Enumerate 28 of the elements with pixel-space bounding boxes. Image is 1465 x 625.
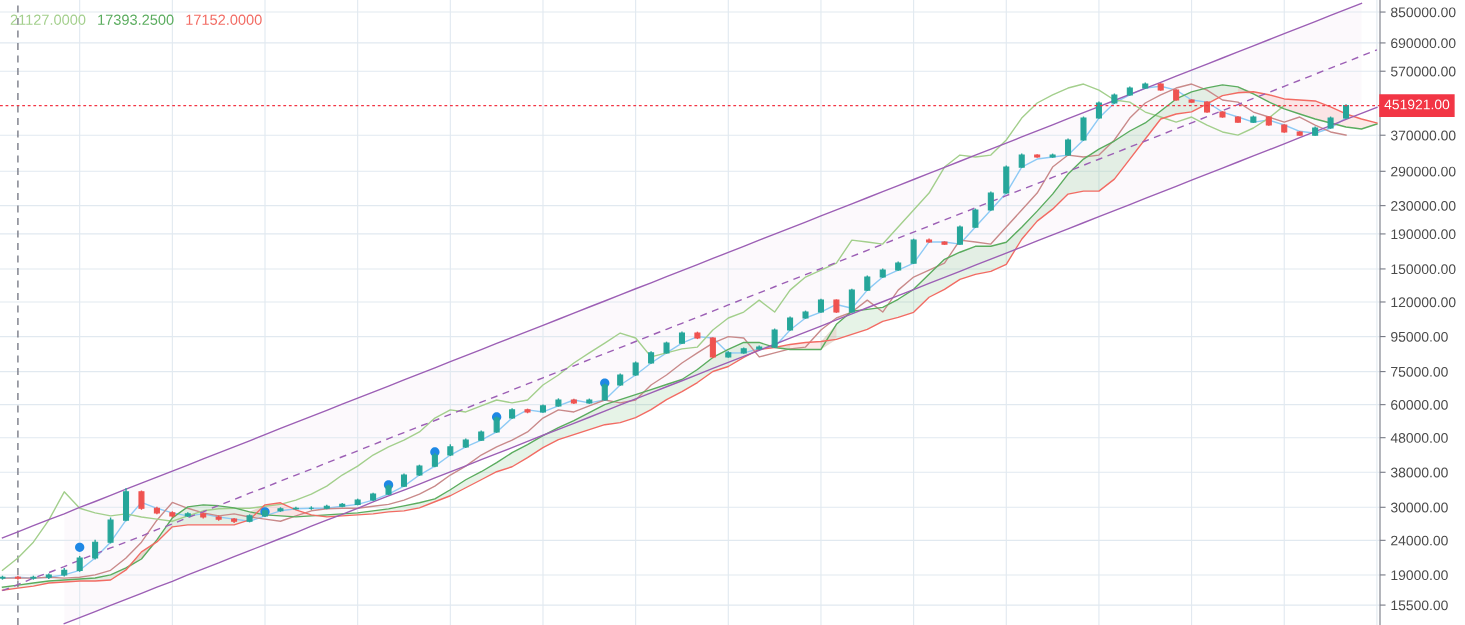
y-tick-label: 290000.00 [1391, 166, 1456, 177]
y-tick-label: 24000.00 [1391, 535, 1448, 546]
candlestick [1080, 115, 1087, 142]
annotation: 17152.0000 [186, 14, 262, 25]
annotation: 21127.0000 [10, 14, 86, 25]
y-tick-label: 190000.00 [1391, 229, 1456, 240]
y-tick-label: 690000.00 [1391, 38, 1456, 49]
annotation: 17393.2500 [98, 14, 174, 25]
candlestick [107, 516, 114, 545]
y-tick-label: 60000.00 [1391, 399, 1448, 410]
candlestick [848, 287, 855, 314]
y-tick-label: 19000.00 [1391, 570, 1448, 581]
y-tick-label: 120000.00 [1391, 297, 1456, 308]
y-tick-label: 570000.00 [1390, 66, 1456, 77]
y-tick-label: 850000.00 [1391, 7, 1456, 18]
y-tick-label: 150000.00 [1391, 264, 1456, 275]
y-tick-label: 75000.00 [1391, 366, 1448, 377]
candlestick [910, 237, 917, 265]
y-tick-label: 15500.00 [1391, 600, 1448, 611]
y-tick-label: 370000.00 [1390, 130, 1456, 141]
point [75, 542, 85, 552]
ref-line-label: 451921.00 [1384, 99, 1450, 110]
y-tick-label: 38000.00 [1390, 467, 1448, 478]
y-tick-label: 48000.00 [1390, 433, 1448, 443]
y-tick-label: 30000.00 [1390, 502, 1448, 513]
line-series [1, 2, 1363, 539]
y-tick-label: 230000.00 [1391, 200, 1456, 211]
y-tick-label: 95000.00 [1391, 331, 1448, 342]
